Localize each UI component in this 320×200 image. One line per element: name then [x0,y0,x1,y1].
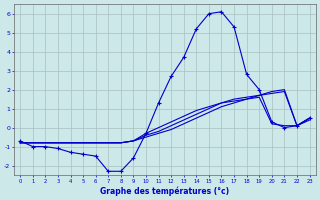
X-axis label: Graphe des températures (°c): Graphe des températures (°c) [100,186,229,196]
